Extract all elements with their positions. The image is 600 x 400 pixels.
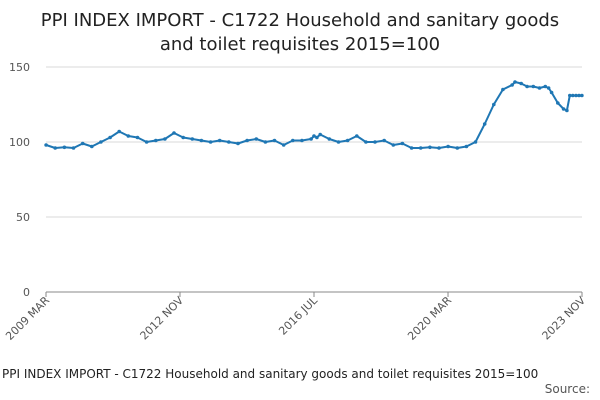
data-point-56 — [525, 84, 529, 89]
data-point-47 — [455, 146, 460, 150]
data-point-69 — [580, 93, 584, 98]
data-point-62 — [556, 101, 560, 105]
data-point-46 — [446, 144, 450, 149]
data-point-42 — [409, 146, 414, 150]
chart-title-line-2: and toilet requisites 2015=100 — [160, 34, 440, 55]
data-point-59 — [543, 84, 548, 89]
data-point-49 — [473, 140, 478, 144]
data-point-15 — [181, 135, 185, 140]
data-point-58 — [537, 86, 542, 90]
data-point-26 — [281, 143, 286, 147]
data-point-37 — [364, 140, 368, 144]
data-point-18 — [208, 140, 213, 144]
data-point-8 — [117, 129, 121, 134]
x-tick-label-4: 2023 NOV — [540, 294, 589, 343]
y-tick-label-2: 100 — [9, 136, 30, 149]
data-point-24 — [263, 140, 268, 144]
series-layer — [44, 80, 584, 150]
data-point-52 — [501, 87, 505, 92]
x-tick-label-1: 2012 NOV — [138, 294, 187, 343]
data-point-3 — [71, 146, 76, 150]
gridlines — [46, 66, 582, 218]
data-point-65 — [568, 93, 572, 98]
data-point-44 — [428, 145, 432, 150]
data-point-28 — [300, 138, 304, 143]
y-tick-label-3: 150 — [9, 61, 30, 74]
data-point-40 — [391, 143, 396, 147]
y-tick-label-1: 50 — [16, 211, 30, 224]
data-point-21 — [236, 141, 240, 146]
data-point-19 — [217, 138, 222, 143]
data-point-68 — [577, 93, 581, 98]
data-point-63 — [561, 107, 566, 111]
x-tick-label-0: 2009 MAR — [3, 294, 52, 343]
data-point-9 — [126, 134, 131, 138]
data-point-27 — [291, 138, 295, 143]
data-point-57 — [531, 84, 536, 89]
data-point-66 — [571, 93, 575, 98]
data-point-54 — [513, 80, 517, 84]
data-point-38 — [373, 140, 377, 144]
data-point-13 — [163, 137, 167, 141]
data-point-64 — [565, 108, 569, 113]
data-point-5 — [90, 144, 94, 149]
data-point-23 — [254, 137, 259, 141]
data-point-30 — [312, 134, 316, 138]
data-point-43 — [418, 146, 423, 150]
data-point-39 — [382, 138, 387, 143]
data-point-31 — [315, 135, 319, 140]
data-point-25 — [272, 138, 277, 143]
data-point-16 — [190, 137, 195, 141]
data-point-10 — [135, 135, 140, 140]
data-point-20 — [227, 140, 231, 144]
chart-title-line-1: PPI INDEX IMPORT - C1722 Household and s… — [41, 10, 559, 31]
y-tick-label-0: 0 — [23, 286, 30, 299]
data-point-29 — [309, 137, 313, 141]
data-point-51 — [492, 102, 496, 107]
x-tick-label-3: 2020 MAR — [405, 294, 454, 343]
data-point-12 — [154, 138, 158, 143]
x-axis: 2009 MAR 2012 NOV 2016 JUL 2020 MAR 2023 NOV — [3, 291, 589, 343]
data-point-14 — [172, 131, 176, 135]
data-point-60 — [546, 86, 551, 90]
data-point-36 — [355, 134, 359, 138]
data-point-45 — [437, 146, 441, 150]
x-tick-label-2: 2016 JUL — [276, 293, 320, 337]
data-point-55 — [519, 81, 523, 86]
footer-title: PPI INDEX IMPORT - C1722 Household and s… — [2, 367, 538, 381]
data-point-48 — [464, 144, 469, 149]
data-point-34 — [336, 140, 341, 144]
data-point-61 — [549, 90, 554, 95]
data-point-32 — [318, 132, 323, 137]
data-point-50 — [482, 122, 487, 126]
y-axis-ticks: 0 50 100 150 — [9, 61, 30, 299]
data-point-4 — [80, 141, 85, 146]
data-point-2 — [62, 145, 67, 150]
data-point-1 — [53, 146, 57, 150]
data-point-11 — [144, 140, 149, 144]
data-point-67 — [574, 93, 578, 98]
data-point-35 — [345, 138, 350, 143]
series-line-0 — [45, 81, 582, 149]
data-point-17 — [199, 138, 204, 143]
data-point-53 — [510, 83, 514, 87]
data-point-0 — [44, 143, 48, 147]
data-point-6 — [99, 140, 103, 144]
data-point-7 — [108, 135, 112, 140]
data-point-41 — [400, 141, 405, 146]
source-label: Source: — [545, 382, 590, 396]
data-point-33 — [327, 137, 332, 141]
data-point-22 — [245, 138, 249, 143]
